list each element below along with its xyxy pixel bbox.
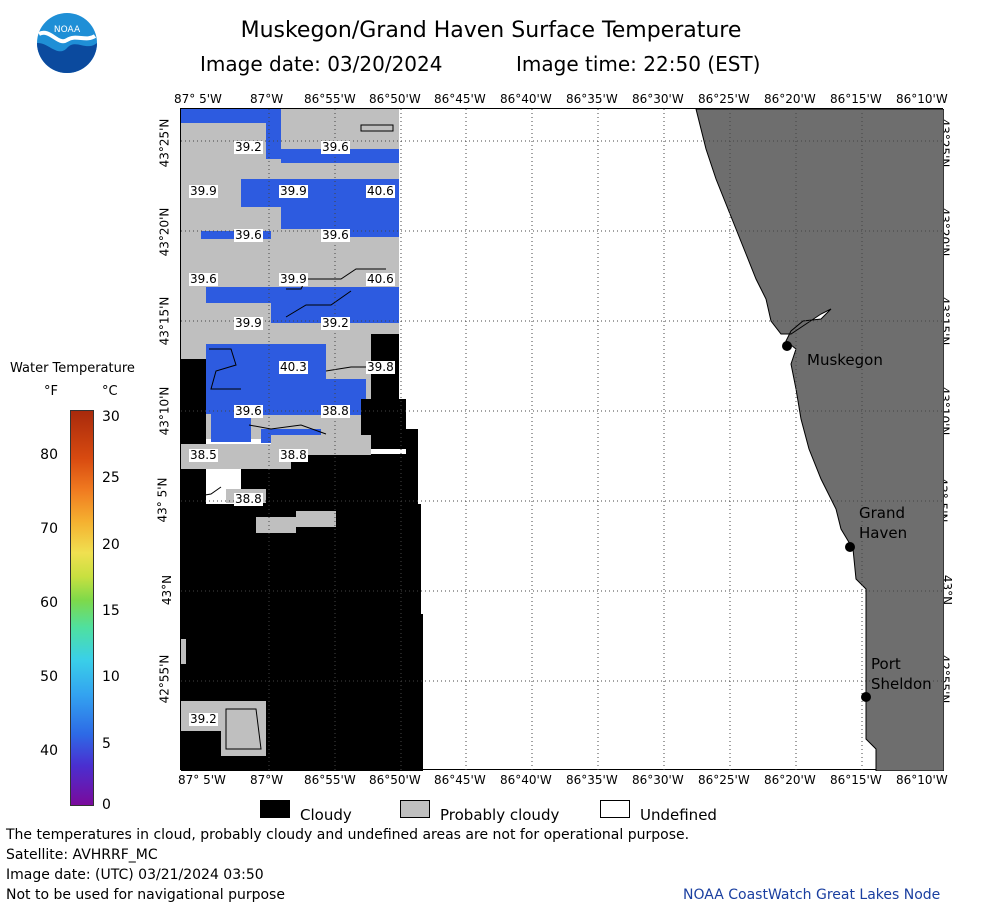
legend-tick-f: 70 bbox=[40, 521, 58, 537]
temperature-label: 39.2 bbox=[234, 140, 263, 154]
lon-label-top: 86°50'W bbox=[369, 92, 421, 106]
key-probably-cloudy-label: Probably cloudy bbox=[440, 806, 560, 824]
lon-label-bottom: 86°45'W bbox=[434, 773, 486, 787]
lat-label-left: 43°10'N bbox=[157, 386, 172, 436]
temperature-label: 40.3 bbox=[279, 360, 308, 374]
key-probably-cloudy-swatch bbox=[400, 800, 430, 818]
temperature-label: 38.8 bbox=[321, 404, 350, 418]
key-undefined-swatch bbox=[600, 800, 630, 818]
lon-label-top: 86°10'W bbox=[896, 92, 948, 106]
temperature-label: 39.2 bbox=[189, 712, 218, 726]
lon-label-bottom: 86°30'W bbox=[632, 773, 684, 787]
lat-label-left: 43°15'N bbox=[157, 296, 172, 346]
credit-text: NOAA CoastWatch Great Lakes Node bbox=[683, 887, 941, 903]
lon-label-top: 86°25'W bbox=[698, 92, 750, 106]
temperature-label: 39.9 bbox=[279, 184, 308, 198]
lat-label-left: 43°25'N bbox=[157, 118, 172, 168]
legend-tick-c: 0 bbox=[102, 797, 111, 813]
temperature-label: 39.6 bbox=[189, 272, 218, 286]
legend-tick-f: 40 bbox=[40, 743, 58, 759]
lon-label-bottom: 86°20'W bbox=[764, 773, 816, 787]
map-panel[interactable]: 39.2 39.6 39.9 39.9 40.6 39.6 39.6 39.6 … bbox=[180, 108, 944, 771]
logo-text: NOAA bbox=[54, 25, 81, 35]
lon-label-top: 87°W bbox=[250, 92, 284, 106]
city-marker-port-sheldon[interactable] bbox=[861, 692, 871, 702]
legend-tick-f: 50 bbox=[40, 669, 58, 685]
temperature-label: 38.5 bbox=[189, 448, 218, 462]
lat-label-left: 42°55'N bbox=[157, 654, 172, 704]
legend-tick-c: 20 bbox=[102, 537, 120, 553]
lon-label-bottom: 86°25'W bbox=[698, 773, 750, 787]
nav-warning-text: Not to be used for navigational purpose bbox=[6, 887, 285, 903]
lon-label-bottom: 86°55'W bbox=[304, 773, 356, 787]
key-undefined-label: Undefined bbox=[640, 806, 717, 824]
lon-label-bottom: 86°10'W bbox=[896, 773, 948, 787]
isotherm-lines bbox=[181, 124, 394, 750]
temperature-label: 38.8 bbox=[234, 492, 263, 506]
image-date: Image date: 03/20/2024 bbox=[200, 52, 443, 76]
map-canvas bbox=[181, 109, 944, 771]
temperature-label: 39.6 bbox=[234, 404, 263, 418]
city-label-port-sheldon: Port Sheldon bbox=[871, 655, 932, 693]
noaa-logo: NOAA bbox=[37, 13, 97, 73]
temperature-label: 39.6 bbox=[234, 228, 263, 242]
land-area bbox=[695, 109, 944, 771]
legend-tick-c: 5 bbox=[102, 736, 111, 752]
legend-tick-c: 10 bbox=[102, 669, 120, 685]
lon-label-top: 86°35'W bbox=[566, 92, 618, 106]
temperature-label: 39.9 bbox=[279, 272, 308, 286]
disclaimer-text: The temperatures in cloud, probably clou… bbox=[6, 827, 690, 843]
lon-label-top: 87° 5'W bbox=[174, 92, 222, 106]
legend-unit-c: °C bbox=[102, 384, 118, 399]
legend-title: Water Temperature bbox=[10, 361, 135, 376]
temperature-label: 40.6 bbox=[366, 272, 395, 286]
city-label-grand-haven: Grand Haven bbox=[859, 504, 908, 542]
temperature-label: 39.6 bbox=[321, 228, 350, 242]
temperature-label: 40.6 bbox=[366, 184, 395, 198]
lon-label-top: 86°45'W bbox=[434, 92, 486, 106]
city-marker-grand-haven[interactable] bbox=[845, 542, 855, 552]
temperature-label: 39.2 bbox=[321, 316, 350, 330]
key-cloudy-swatch bbox=[260, 800, 290, 818]
legend-tick-c: 25 bbox=[102, 470, 120, 486]
legend-unit-f: °F bbox=[44, 384, 58, 399]
temperature-label: 39.6 bbox=[321, 140, 350, 154]
temperature-label: 39.9 bbox=[189, 184, 218, 198]
temperature-label: 38.8 bbox=[279, 448, 308, 462]
utc-date-text: Image date: (UTC) 03/21/2024 03:50 bbox=[6, 867, 264, 883]
page-title: Muskegon/Grand Haven Surface Temperature bbox=[240, 18, 742, 43]
temperature-colorbar bbox=[70, 410, 94, 806]
image-time: Image time: 22:50 (EST) bbox=[516, 52, 761, 76]
lon-label-bottom: 86°40'W bbox=[500, 773, 552, 787]
lon-label-bottom: 86°50'W bbox=[369, 773, 421, 787]
city-label-muskegon: Muskegon bbox=[807, 351, 883, 369]
lon-label-bottom: 86°15'W bbox=[830, 773, 882, 787]
temperature-label: 39.9 bbox=[234, 316, 263, 330]
lat-label-left: 43° 5'N bbox=[155, 477, 170, 523]
lon-label-bottom: 87° 5'W bbox=[178, 773, 226, 787]
probably-cloudy-area bbox=[181, 435, 371, 756]
legend-tick-c: 30 bbox=[102, 409, 120, 425]
lat-label-left: 43°20'N bbox=[157, 207, 172, 257]
lon-label-bottom: 87°W bbox=[250, 773, 284, 787]
city-marker-muskegon[interactable] bbox=[782, 341, 792, 351]
lon-label-top: 86°55'W bbox=[304, 92, 356, 106]
lat-label-left: 43°N bbox=[160, 574, 175, 606]
legend-tick-f: 80 bbox=[40, 447, 58, 463]
lon-label-top: 86°15'W bbox=[830, 92, 882, 106]
key-cloudy-label: Cloudy bbox=[300, 806, 352, 824]
satellite-text: Satellite: AVHRRF_MC bbox=[6, 847, 158, 863]
temperature-label: 39.8 bbox=[366, 360, 395, 374]
lon-label-top: 86°30'W bbox=[632, 92, 684, 106]
lon-label-bottom: 86°35'W bbox=[566, 773, 618, 787]
lon-label-top: 86°20'W bbox=[764, 92, 816, 106]
legend-tick-c: 15 bbox=[102, 603, 120, 619]
legend-tick-f: 60 bbox=[40, 595, 58, 611]
lon-label-top: 86°40'W bbox=[500, 92, 552, 106]
